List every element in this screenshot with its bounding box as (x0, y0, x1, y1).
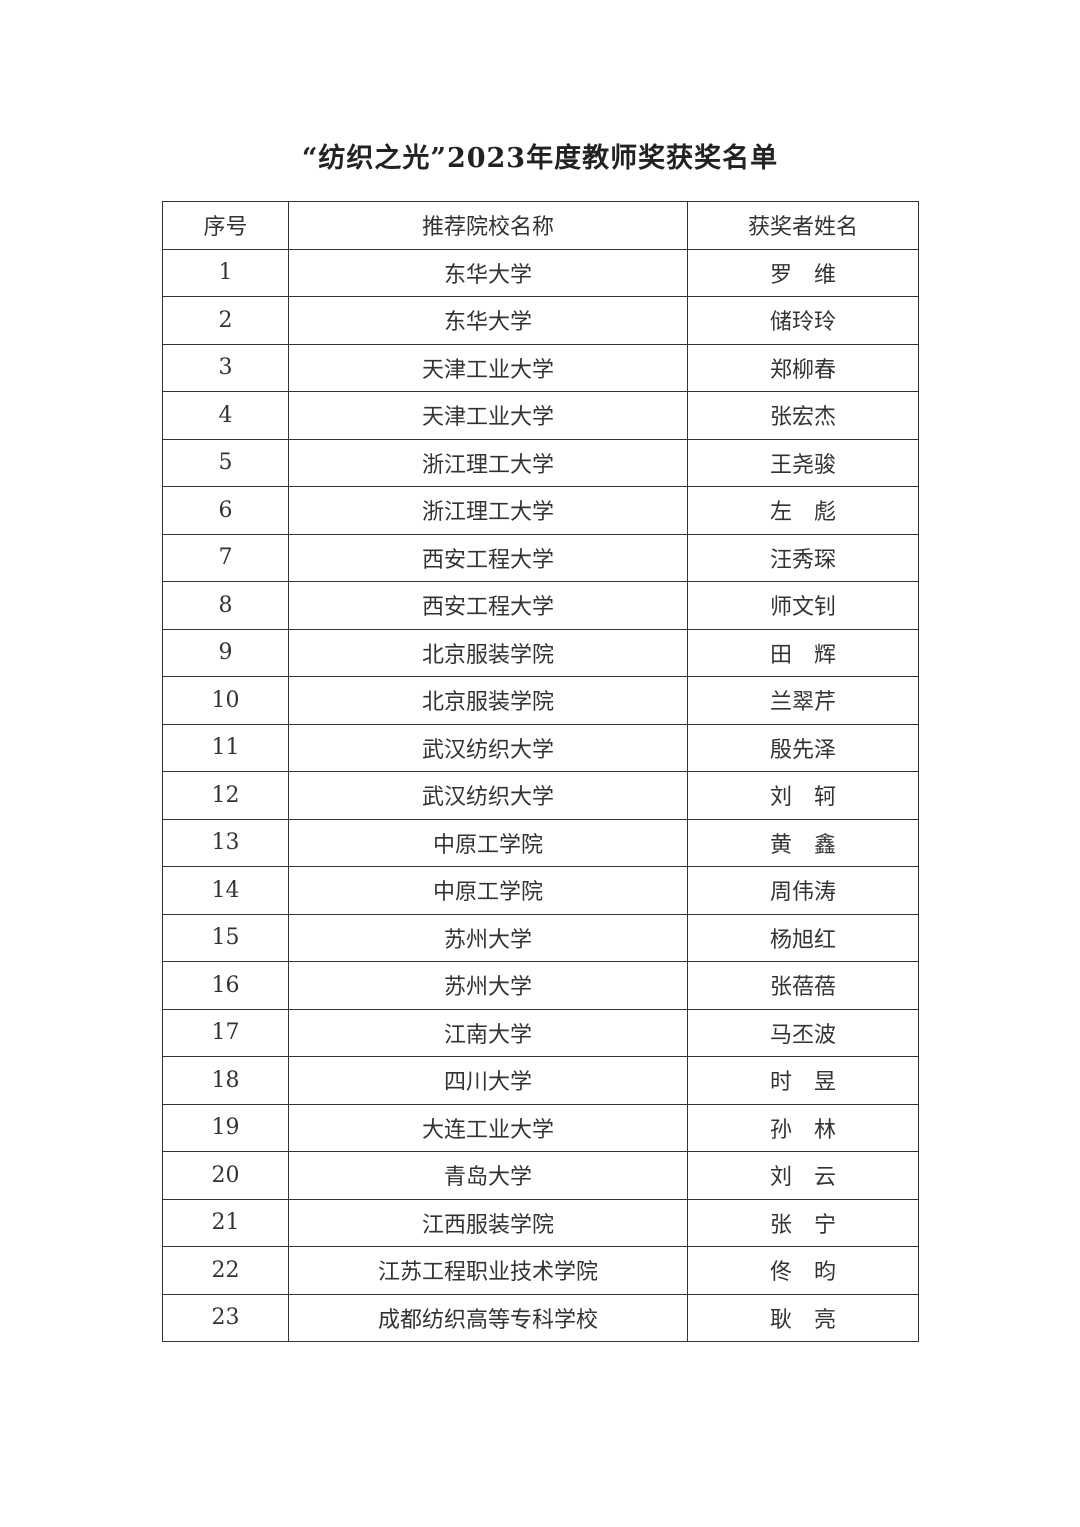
table-row: 23 成都纺织高等专科学校耿 亮 (162, 1293, 919, 1342)
row-index: 16 (162, 961, 289, 1010)
row-index: 4 (162, 391, 289, 440)
table-row: 20 青岛大学刘 云 (162, 1151, 919, 1200)
school-name: 江苏工程职业技术学院 (288, 1246, 688, 1295)
table-row: 8 西安工程大学 师文钊 (162, 581, 919, 630)
table-row: 22 江苏工程职业技术学院佟 昀 (162, 1246, 919, 1295)
header-school: 推荐院校名称 (288, 201, 688, 250)
table-row: 15 苏州大学 杨旭红 (162, 913, 919, 962)
row-index: 15 (162, 913, 289, 962)
row-index: 14 (162, 866, 289, 915)
winner-name: 佟 昀 (687, 1246, 919, 1295)
school-name: 北京服装学院 (288, 676, 688, 725)
row-index: 23 (162, 1293, 289, 1342)
winner-name: 田 辉 (687, 628, 919, 677)
winner-name: 黄 鑫 (687, 818, 919, 867)
table-row: 13 中原工学院黄 鑫 (162, 818, 919, 867)
winner-name: 汪秀琛 (687, 533, 919, 582)
winner-name: 刘 轲 (687, 771, 919, 820)
winner-name: 孙 林 (687, 1103, 919, 1152)
school-name: 浙江理工大学 (288, 486, 688, 535)
table-header-row: 序号 推荐院校名称 获奖者姓名 (162, 201, 919, 250)
school-name: 天津工业大学 (288, 343, 688, 392)
row-index: 10 (162, 676, 289, 725)
school-name: 东华大学 (288, 296, 688, 345)
table-row: 3 天津工业大学 郑柳春 (162, 343, 919, 392)
table-row: 9 北京服装学院田 辉 (162, 628, 919, 677)
row-index: 12 (162, 771, 289, 820)
school-name: 北京服装学院 (288, 628, 688, 677)
school-name: 成都纺织高等专科学校 (288, 1293, 688, 1342)
table-row: 1 东华大学罗 维 (162, 248, 919, 297)
school-name: 中原工学院 (288, 866, 688, 915)
school-name: 浙江理工大学 (288, 438, 688, 487)
table-row: 5 浙江理工大学 王尧骏 (162, 438, 919, 487)
school-name: 东华大学 (288, 248, 688, 297)
row-index: 2 (162, 296, 289, 345)
table-row: 6 浙江理工大学左 彪 (162, 486, 919, 535)
row-index: 1 (162, 248, 289, 297)
school-name: 西安工程大学 (288, 533, 688, 582)
school-name: 西安工程大学 (288, 581, 688, 630)
winner-name: 王尧骏 (687, 438, 919, 487)
winner-name: 郑柳春 (687, 343, 919, 392)
row-index: 13 (162, 818, 289, 867)
table-row: 10 北京服装学院 兰翠芹 (162, 676, 919, 725)
table-row: 16 苏州大学 张蓓蓓 (162, 961, 919, 1010)
winner-name: 储玲玲 (687, 296, 919, 345)
winner-name: 时 昱 (687, 1056, 919, 1105)
row-index: 7 (162, 533, 289, 582)
row-index: 20 (162, 1151, 289, 1200)
header-winner: 获奖者姓名 (687, 201, 919, 250)
school-name: 青岛大学 (288, 1151, 688, 1200)
row-index: 17 (162, 1008, 289, 1057)
school-name: 江南大学 (288, 1008, 688, 1057)
winner-name: 左 彪 (687, 486, 919, 535)
school-name: 武汉纺织大学 (288, 723, 688, 772)
winner-name: 杨旭红 (687, 913, 919, 962)
school-name: 四川大学 (288, 1056, 688, 1105)
winner-name: 耿 亮 (687, 1293, 919, 1342)
winner-name: 周伟涛 (687, 866, 919, 915)
winner-name: 兰翠芹 (687, 676, 919, 725)
school-name: 苏州大学 (288, 961, 688, 1010)
table-row: 11 武汉纺织大学 殷先泽 (162, 723, 919, 772)
row-index: 6 (162, 486, 289, 535)
winner-name: 张 宁 (687, 1198, 919, 1247)
school-name: 天津工业大学 (288, 391, 688, 440)
table-row: 19 大连工业大学孙 林 (162, 1103, 919, 1152)
row-index: 8 (162, 581, 289, 630)
row-index: 3 (162, 343, 289, 392)
table-row: 12 武汉纺织大学刘 轲 (162, 771, 919, 820)
row-index: 9 (162, 628, 289, 677)
table-row: 18 四川大学时 昱 (162, 1056, 919, 1105)
document-title: “纺织之光”2023年度教师奖获奖名单 (301, 143, 779, 174)
winner-name: 张蓓蓓 (687, 961, 919, 1010)
school-name: 武汉纺织大学 (288, 771, 688, 820)
winner-name: 殷先泽 (687, 723, 919, 772)
row-index: 5 (162, 438, 289, 487)
school-name: 大连工业大学 (288, 1103, 688, 1152)
row-index: 11 (162, 723, 289, 772)
winner-name: 张宏杰 (687, 391, 919, 440)
winner-name: 师文钊 (687, 581, 919, 630)
row-index: 19 (162, 1103, 289, 1152)
table-row: 17 江南大学 马丕波 (162, 1008, 919, 1057)
winner-name: 刘 云 (687, 1151, 919, 1200)
row-index: 21 (162, 1198, 289, 1247)
table-row: 21 江西服装学院张 宁 (162, 1198, 919, 1247)
award-table: 序号 推荐院校名称 获奖者姓名 1 东华大学罗 维 2 东华大学 储玲玲 3 天津工业大学郑… (162, 201, 919, 1342)
row-index: 18 (162, 1056, 289, 1105)
table-row: 14 中原工学院 周伟涛 (162, 866, 919, 915)
school-name: 苏州大学 (288, 913, 688, 962)
winner-name: 罗 维 (687, 248, 919, 297)
school-name: 中原工学院 (288, 818, 688, 867)
table-row: 2 东华大学 储玲玲 (162, 296, 919, 345)
table-row: 4 天津工业大学 张宏杰 (162, 391, 919, 440)
school-name: 江西服装学院 (288, 1198, 688, 1247)
winner-name: 马丕波 (687, 1008, 919, 1057)
table-row: 7 西安工程大学 汪秀琛 (162, 533, 919, 582)
row-index: 22 (162, 1246, 289, 1295)
header-index: 序号 (162, 201, 289, 250)
